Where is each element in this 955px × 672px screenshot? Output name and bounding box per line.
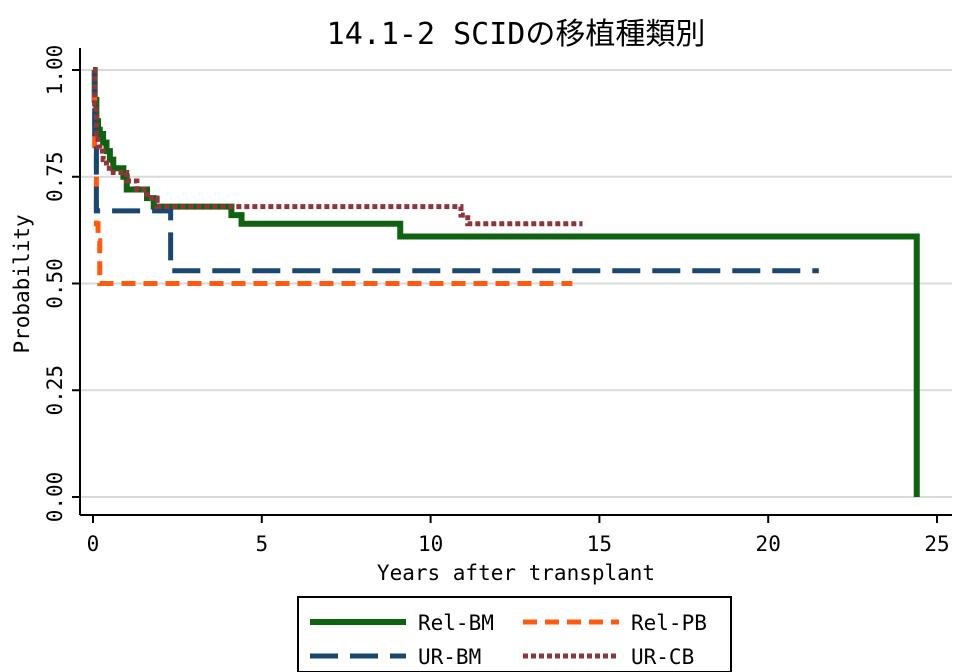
- x-tick-label: 25: [924, 532, 949, 556]
- y-tick-label: 0.25: [43, 365, 67, 416]
- x-tick-label: 5: [255, 532, 268, 556]
- legend-label-rel-pb: Rel-PB: [631, 611, 707, 635]
- legend: Rel-BM Rel-PB UR-BM UR-CB: [297, 596, 732, 672]
- x-tick-label: 10: [418, 532, 443, 556]
- series-line-ur-bm: [92, 67, 819, 274]
- y-tick-label: 0.00: [43, 472, 67, 523]
- legend-label-rel-bm: Rel-BM: [418, 611, 494, 635]
- y-axis-title: Probability: [10, 214, 34, 353]
- y-tick-label: 0.50: [43, 258, 67, 309]
- y-tick-label: 1.00: [43, 45, 67, 96]
- legend-label-ur-cb: UR-CB: [631, 645, 694, 669]
- x-tick-label: 15: [587, 532, 612, 556]
- y-tick-label: 0.75: [43, 151, 67, 202]
- legend-box: [297, 596, 732, 672]
- legend-label-ur-bm: UR-BM: [418, 645, 481, 669]
- x-tick-label: 0: [87, 532, 100, 556]
- series-line-ur-cb: [92, 67, 583, 227]
- chart-title: 14.1-2 SCIDの移植種類別: [327, 17, 706, 52]
- x-axis-title: Years after transplant: [377, 561, 655, 585]
- x-tick-label: 20: [756, 532, 781, 556]
